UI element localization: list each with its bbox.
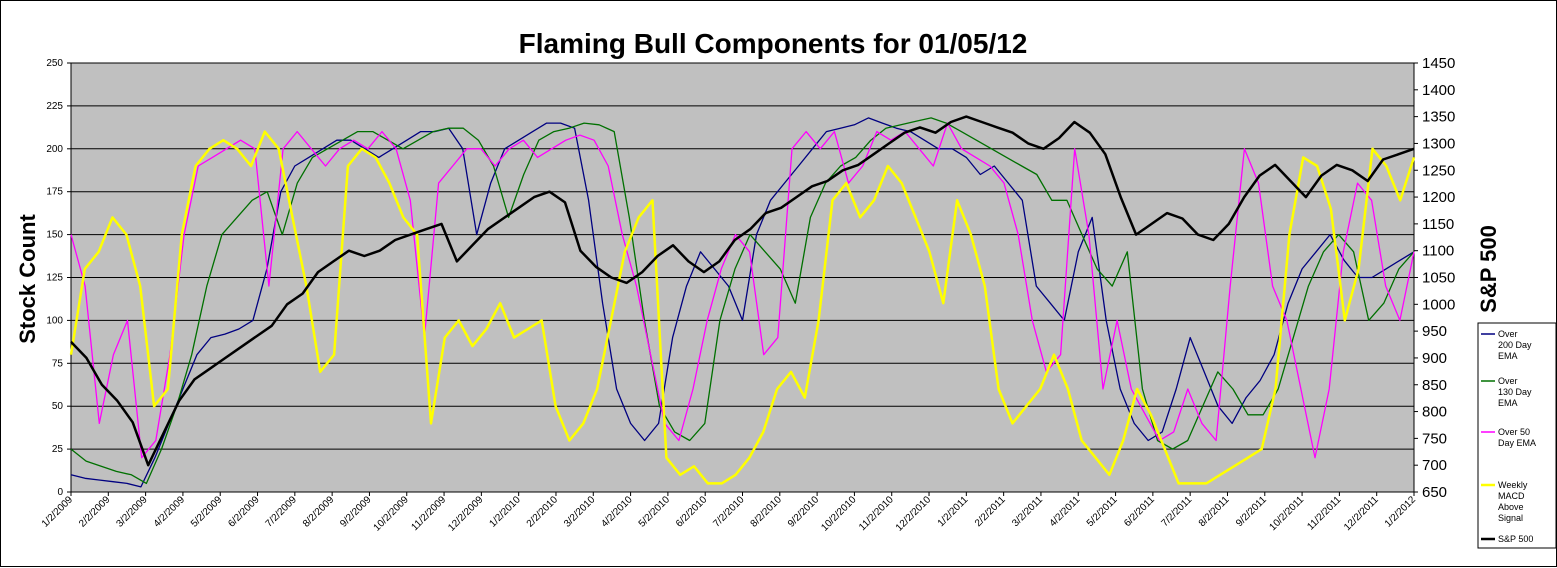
chart-title: Flaming Bull Components for 01/05/12 bbox=[519, 28, 1028, 59]
x-tick-label: 4/2/2010 bbox=[599, 494, 635, 530]
x-tick-label: 9/2/2010 bbox=[786, 494, 822, 530]
x-tick-label: 6/2/2011 bbox=[1122, 494, 1157, 529]
y2-tick-label: 1200 bbox=[1422, 189, 1455, 206]
legend-label: Over 50 Day EMA bbox=[1498, 427, 1536, 448]
y-tick-label: 200 bbox=[46, 144, 63, 155]
x-tick-label: 11/2/2010 bbox=[857, 494, 896, 533]
x-tick-label: 1/2/2009 bbox=[40, 494, 76, 530]
x-tick-label: 5/2/2009 bbox=[189, 494, 225, 530]
series-line-1 bbox=[70, 117, 1415, 485]
y-tick-label: 250 bbox=[46, 58, 63, 69]
y2-tick-label: 1450 bbox=[1422, 55, 1455, 72]
series-lines bbox=[69, 115, 1416, 488]
y2-tick-label: 900 bbox=[1422, 350, 1447, 367]
x-tick-label: 3/2/2010 bbox=[562, 494, 598, 530]
y2-tick-label: 1000 bbox=[1422, 296, 1455, 313]
series-line-4 bbox=[70, 115, 1415, 467]
y2-tick-label: 800 bbox=[1422, 404, 1447, 421]
y-axis-label: Stock Count bbox=[15, 214, 40, 344]
legend-label: Over 200 Day EMA bbox=[1498, 329, 1532, 361]
series-line-3 bbox=[69, 130, 1416, 485]
y-axis-right: 650 700 750 800 850 900 950 1000 1050 1100 1150 120… bbox=[1414, 55, 1455, 501]
x-tick-label: 10/2/2010 bbox=[819, 494, 859, 534]
y-tick-label: 225 bbox=[46, 101, 63, 112]
x-tick-label: 8/2/2010 bbox=[749, 494, 785, 530]
y-tick-label: 0 bbox=[57, 487, 63, 498]
x-tick-label: 2/2/2009 bbox=[77, 494, 113, 530]
y-tick-label: 150 bbox=[46, 230, 63, 241]
x-tick-label: 4/2/2011 bbox=[1048, 494, 1083, 529]
x-tick-label: 10/2/2011 bbox=[1267, 494, 1306, 533]
y2-tick-label: 650 bbox=[1422, 484, 1447, 501]
x-tick-label: 9/2/2009 bbox=[338, 494, 374, 530]
y2-axis-label: S&P 500 bbox=[1476, 225, 1501, 313]
x-tick-label: 5/2/2011 bbox=[1085, 494, 1120, 529]
x-tick-label: 1/2/2012 bbox=[1383, 494, 1419, 530]
series-line-2 bbox=[70, 122, 1415, 459]
y2-tick-label: 850 bbox=[1422, 377, 1447, 394]
x-tick-label: 4/2/2009 bbox=[152, 494, 188, 530]
x-tick-label: 3/2/2009 bbox=[114, 494, 150, 530]
x-tick-label: 12/2/2009 bbox=[446, 494, 486, 534]
x-tick-label: 6/2/2010 bbox=[674, 494, 710, 530]
y2-tick-label: 1150 bbox=[1422, 216, 1454, 233]
series-line-0 bbox=[70, 117, 1415, 488]
y-tick-label: 75 bbox=[52, 358, 64, 369]
y2-tick-label: 1300 bbox=[1422, 135, 1455, 152]
y2-tick-label: 1400 bbox=[1422, 82, 1455, 99]
legend-label: Weekly MACD Above Signal bbox=[1498, 480, 1528, 523]
x-tick-label: 10/2/2009 bbox=[372, 494, 412, 534]
x-tick-label: 8/2/2009 bbox=[301, 494, 337, 530]
x-tick-label: 8/2/2011 bbox=[1197, 494, 1232, 529]
y2-tick-label: 700 bbox=[1422, 457, 1447, 474]
x-tick-label: 11/2/2011 bbox=[1305, 494, 1343, 532]
y-tick-label: 125 bbox=[46, 273, 63, 284]
legend-box bbox=[1477, 322, 1557, 549]
legend-label: S&P 500 bbox=[1498, 534, 1533, 544]
legend: Over 200 Day EMA Over 130 Day EMA Over 50 Day E… bbox=[1477, 322, 1557, 549]
y-tick-label: 25 bbox=[52, 444, 64, 455]
x-tick-label: 7/2/2010 bbox=[711, 494, 747, 530]
x-tick-label: 7/2/2011 bbox=[1160, 494, 1195, 529]
y-tick-label: 175 bbox=[46, 187, 63, 198]
x-tick-label: 2/2/2010 bbox=[525, 494, 561, 530]
x-tick-label: 5/2/2010 bbox=[637, 494, 673, 530]
y2-tick-label: 750 bbox=[1422, 430, 1447, 447]
x-tick-label: 1/2/2011 bbox=[936, 494, 971, 529]
x-tick-label: 6/2/2009 bbox=[226, 494, 262, 530]
x-tick-label: 9/2/2011 bbox=[1234, 494, 1269, 529]
x-tick-label: 11/2/2009 bbox=[409, 494, 448, 533]
y-tick-label: 100 bbox=[46, 315, 63, 326]
y2-tick-label: 1050 bbox=[1422, 270, 1455, 287]
x-tick-label: 2/2/2011 bbox=[973, 494, 1008, 529]
y2-tick-label: 1350 bbox=[1422, 109, 1455, 126]
y2-tick-label: 1250 bbox=[1422, 162, 1455, 179]
x-tick-label: 3/2/2011 bbox=[1010, 494, 1045, 529]
x-tick-label: 12/2/2011 bbox=[1342, 494, 1381, 533]
y2-tick-label: 950 bbox=[1422, 323, 1447, 340]
y-axis-left: 0 25 50 75 100 125 150 175 200 225 250 bbox=[46, 58, 71, 498]
x-tick-label: 1/2/2010 bbox=[487, 494, 523, 530]
legend-label: Over 130 Day EMA bbox=[1498, 376, 1532, 408]
y-tick-label: 50 bbox=[52, 401, 64, 412]
x-tick-label: 7/2/2009 bbox=[264, 494, 300, 530]
x-axis: 1/2/2009 2/2/2009 3/2/2009 4/2/2009 5/2/2009… bbox=[40, 492, 1419, 534]
x-tick-label: 12/2/2010 bbox=[894, 494, 934, 534]
y2-tick-label: 1100 bbox=[1422, 243, 1454, 260]
